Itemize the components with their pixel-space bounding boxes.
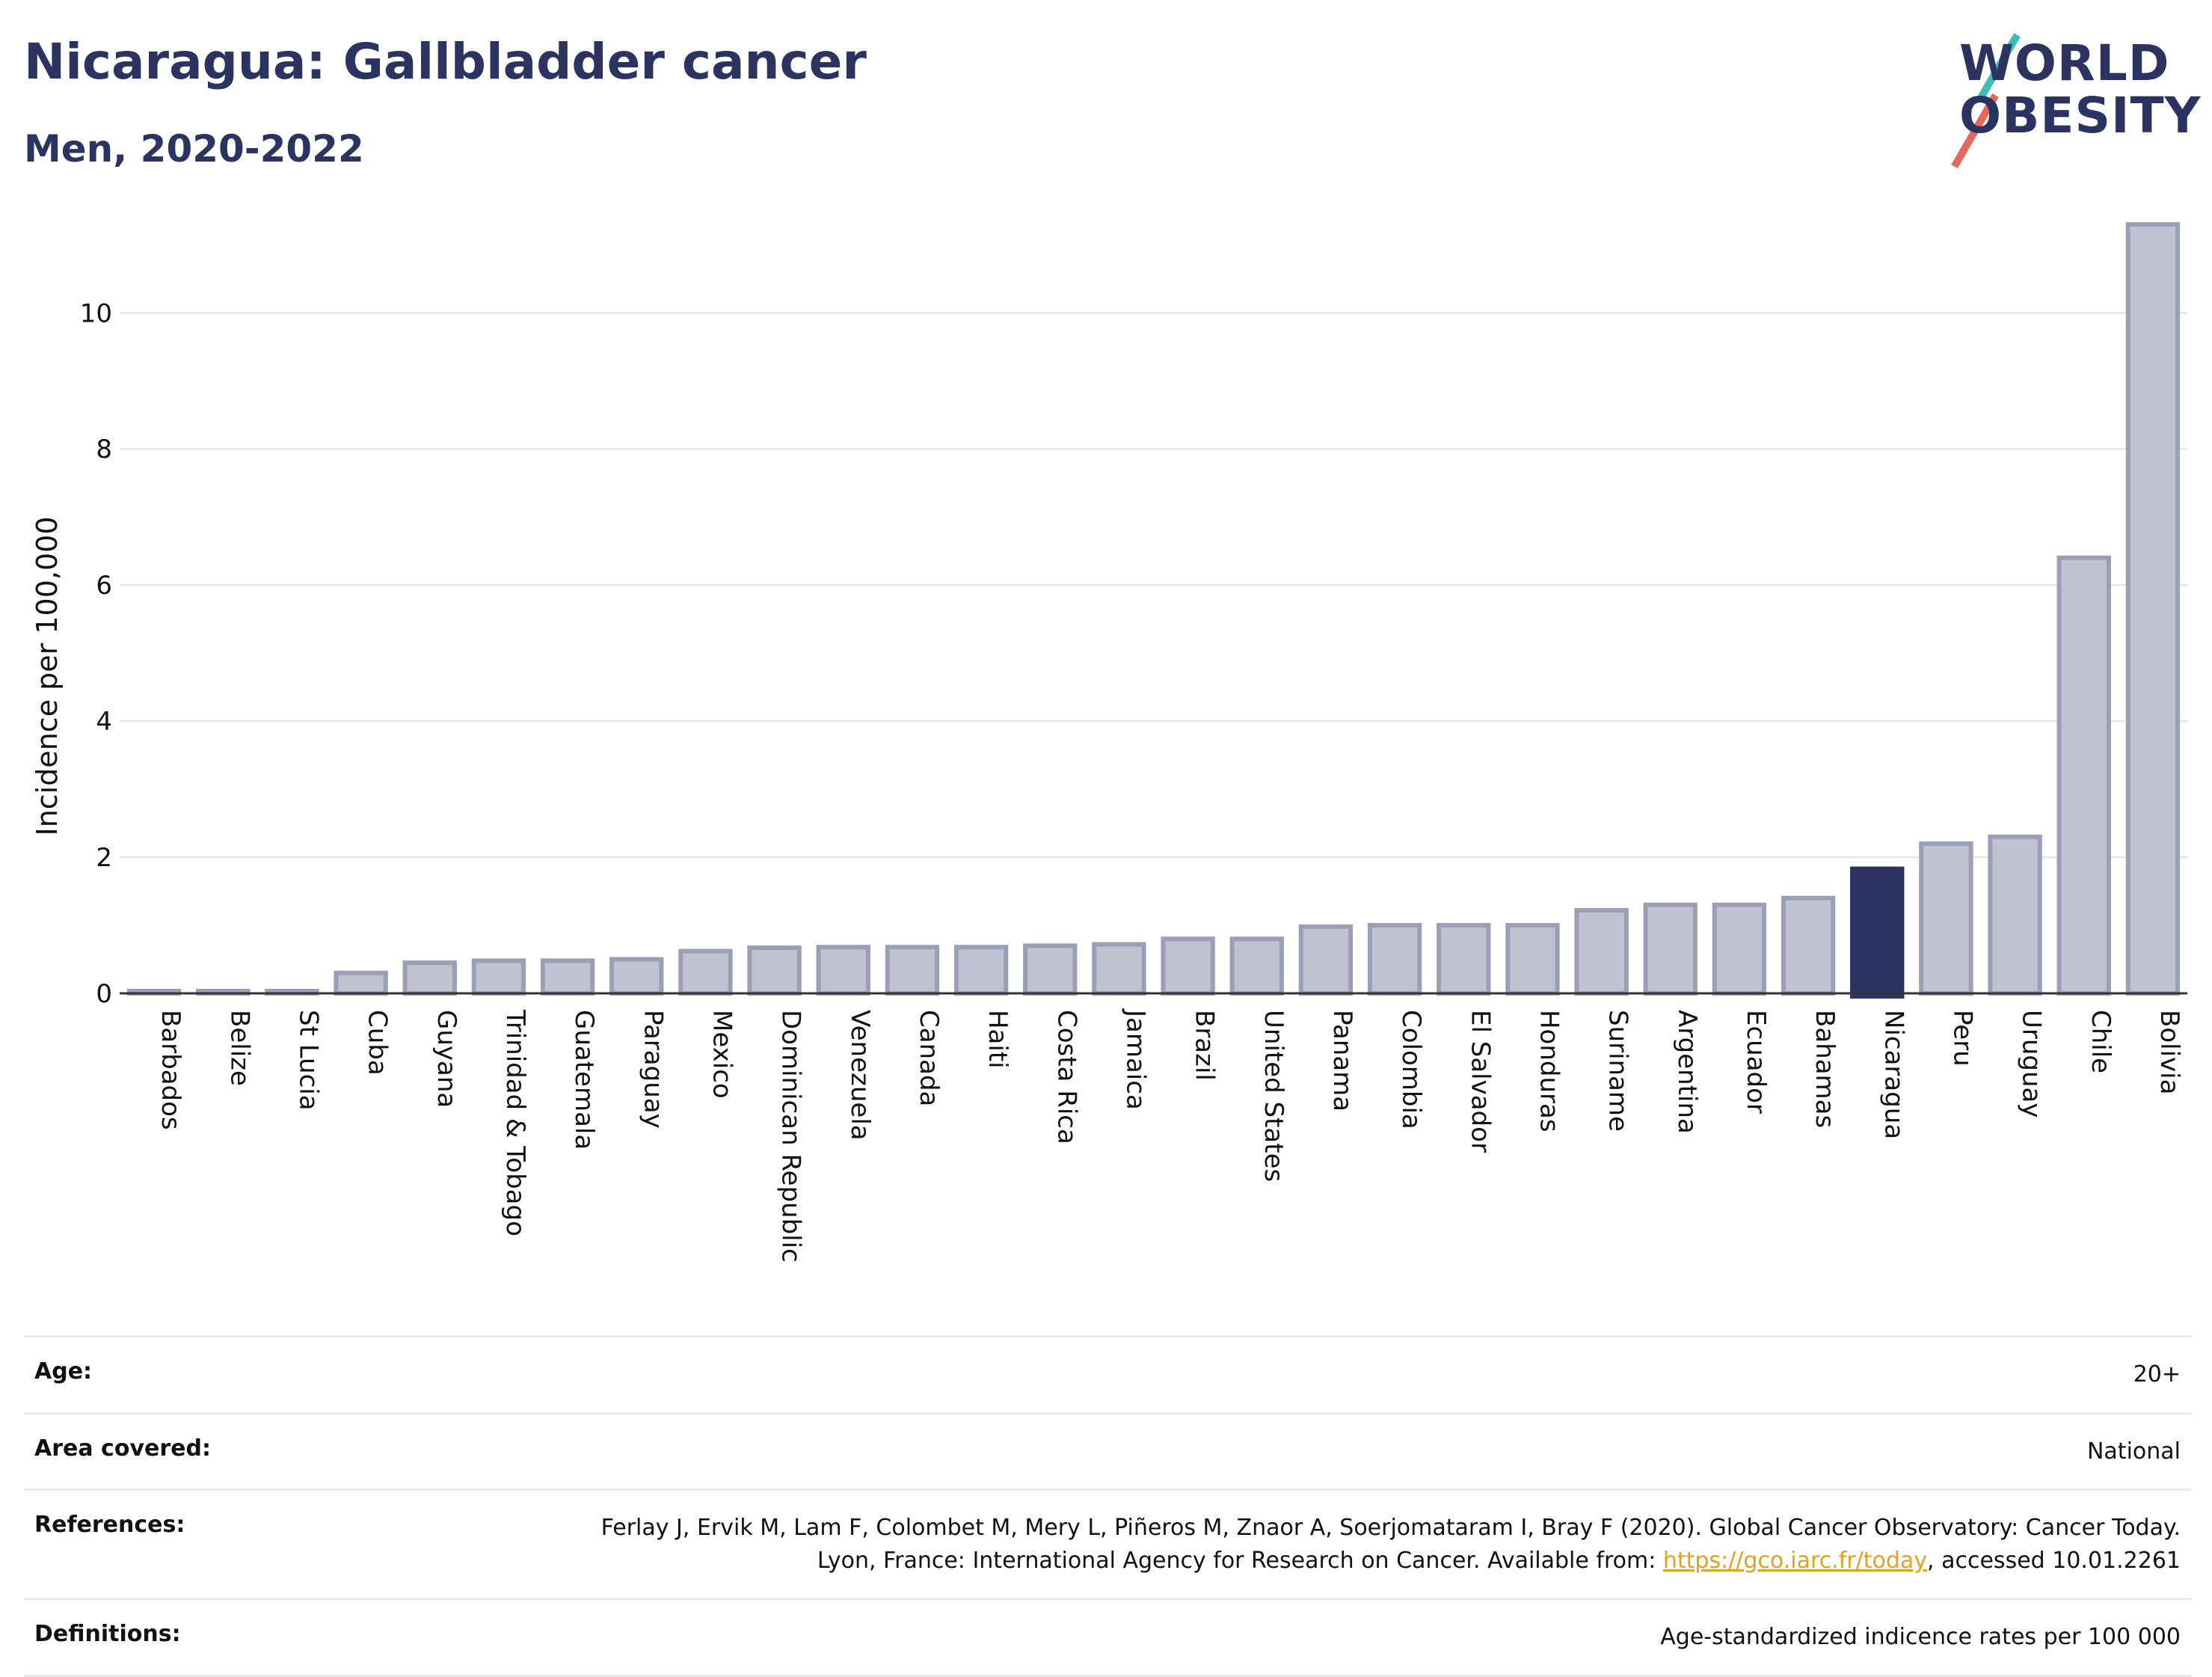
x-tick-label: United States	[1259, 1010, 1288, 1182]
chart-subtitle: Men, 2020-2022	[24, 127, 364, 171]
age-value: 20+	[2133, 1361, 2181, 1388]
bar-venezuela	[816, 945, 870, 996]
bar-canada	[885, 945, 940, 996]
x-tick-label: Honduras	[1534, 1010, 1564, 1132]
logo-word-obesity: OBESITY	[1959, 87, 2202, 144]
y-tick-label: 10	[80, 298, 112, 328]
x-tick-label: Costa Rica	[1051, 1010, 1081, 1144]
area-label: Area covered:	[34, 1435, 211, 1462]
y-tick-label: 6	[96, 571, 112, 601]
logo-word-world: WORLD	[1959, 34, 2170, 92]
bar-costa-rica	[1023, 943, 1078, 996]
y-tick-label: 8	[96, 435, 112, 465]
x-tick-label: Mexico	[707, 1010, 737, 1099]
bar-dominican-republic	[747, 945, 802, 996]
bar-ecuador	[1712, 902, 1767, 996]
x-tick-label: Guyana	[431, 1010, 461, 1108]
bar-chart: 0 2 4 6 8 10 Barbados Belize St Lucia Cuba Guyana…	[31, 222, 2187, 1263]
bar-paraguay	[609, 957, 664, 996]
bar-el-salvador	[1437, 923, 1491, 996]
bar-guyana	[402, 960, 457, 996]
x-tick-label: Belize	[224, 1010, 254, 1086]
definitions-value: Age-standardized indicence rates per 100…	[1660, 1624, 2181, 1650]
x-tick-label: Chile	[2086, 1010, 2116, 1073]
x-tick-label: Ecuador	[1741, 1010, 1771, 1114]
y-tick-label: 0	[96, 979, 112, 1009]
bars	[126, 222, 2181, 999]
bar-brazil	[1161, 936, 1215, 996]
x-tick-label: Nicaragua	[1878, 1010, 1908, 1139]
y-tick-label: 4	[96, 707, 112, 737]
bar-argentina	[1643, 902, 1698, 996]
bar-haiti	[953, 945, 1009, 996]
references-link[interactable]: https://gco.iarc.fr/today	[1662, 1547, 1928, 1574]
bar-uruguay	[1988, 834, 2042, 996]
bar-united-states	[1229, 936, 1284, 996]
footer-row-definitions: Definitions: Age-standardized indicence …	[24, 1598, 2191, 1677]
chart-footer: Age: 20+ Area covered: National Referenc…	[24, 1335, 2191, 1677]
references-text: Ferlay J, Ervik M, Lam F, Colombet M, Me…	[600, 1515, 2181, 1574]
y-axis-ticks: 0 2 4 6 8 10	[80, 298, 112, 1009]
bar-panama	[1298, 924, 1354, 996]
world-obesity-logo: WORLD OBESITY	[1929, 30, 2202, 169]
x-tick-label: Cuba	[363, 1010, 393, 1076]
footer-row-age: Age: 20+	[24, 1335, 2191, 1412]
x-tick-label: Guatemala	[569, 1010, 599, 1150]
x-tick-label: Colombia	[1396, 1010, 1426, 1129]
x-tick-label: Panama	[1327, 1010, 1357, 1112]
bar-chile	[2056, 555, 2111, 996]
bar-peru	[1919, 841, 1973, 996]
x-tick-label: Jamaica	[1120, 1008, 1150, 1110]
footer-row-references: References: Ferlay J, Ervik M, Lam F, Co…	[24, 1489, 2191, 1598]
y-axis-label: Incidence per 100,000	[31, 516, 64, 836]
x-tick-label: Barbados	[156, 1010, 185, 1130]
references-suffix: , accessed 10.01.2261	[1927, 1547, 2181, 1574]
bar-suriname	[1574, 908, 1629, 996]
bar-bolivia	[2125, 222, 2181, 996]
x-tick-label: Paraguay	[638, 1010, 668, 1129]
x-tick-label: Canada	[914, 1010, 944, 1106]
area-value: National	[2086, 1438, 2181, 1465]
x-tick-label: Argentina	[1672, 1010, 1702, 1134]
definitions-label: Definitions:	[34, 1621, 181, 1647]
references-value: Ferlay J, Ervik M, Lam F, Colombet M, Me…	[535, 1512, 2181, 1577]
age-label: Age:	[34, 1358, 93, 1385]
x-tick-label: Bahamas	[1810, 1010, 1840, 1128]
bar-trinidad-tobago	[471, 958, 526, 996]
x-tick-label: Dominican Republic	[776, 1010, 806, 1263]
x-tick-label: Bolivia	[2154, 1010, 2184, 1094]
bar-jamaica	[1092, 942, 1146, 996]
x-tick-label: El Salvador	[1465, 1010, 1495, 1153]
x-tick-label: Peru	[1947, 1010, 1977, 1067]
x-tick-label: Haiti	[983, 1010, 1013, 1069]
bar-mexico	[678, 948, 733, 996]
bar-guatemala	[540, 958, 595, 996]
bar-bahamas	[1781, 895, 1836, 996]
x-tick-label: St Lucia	[293, 1010, 323, 1111]
x-tick-label: Uruguay	[2017, 1010, 2047, 1118]
grid-lines	[120, 312, 2187, 859]
x-tick-label: Trinidad & Tobago	[500, 1009, 530, 1236]
footer-row-area: Area covered: National	[24, 1411, 2191, 1489]
x-tick-label: Venezuela	[845, 1010, 875, 1141]
x-tick-label: Suriname	[1603, 1010, 1633, 1132]
bar-honduras	[1505, 923, 1560, 996]
bar-cuba	[334, 970, 388, 996]
bar-nicaragua	[1850, 866, 1905, 999]
references-label: References:	[34, 1512, 185, 1538]
x-tick-label: Brazil	[1190, 1010, 1220, 1081]
x-axis-labels: Barbados Belize St Lucia Cuba Guyana Trinidad…	[156, 1008, 2184, 1263]
bar-colombia	[1367, 923, 1422, 996]
chart-title: Nicaragua: Gallbladder cancer	[24, 33, 867, 91]
y-tick-label: 2	[96, 843, 112, 873]
